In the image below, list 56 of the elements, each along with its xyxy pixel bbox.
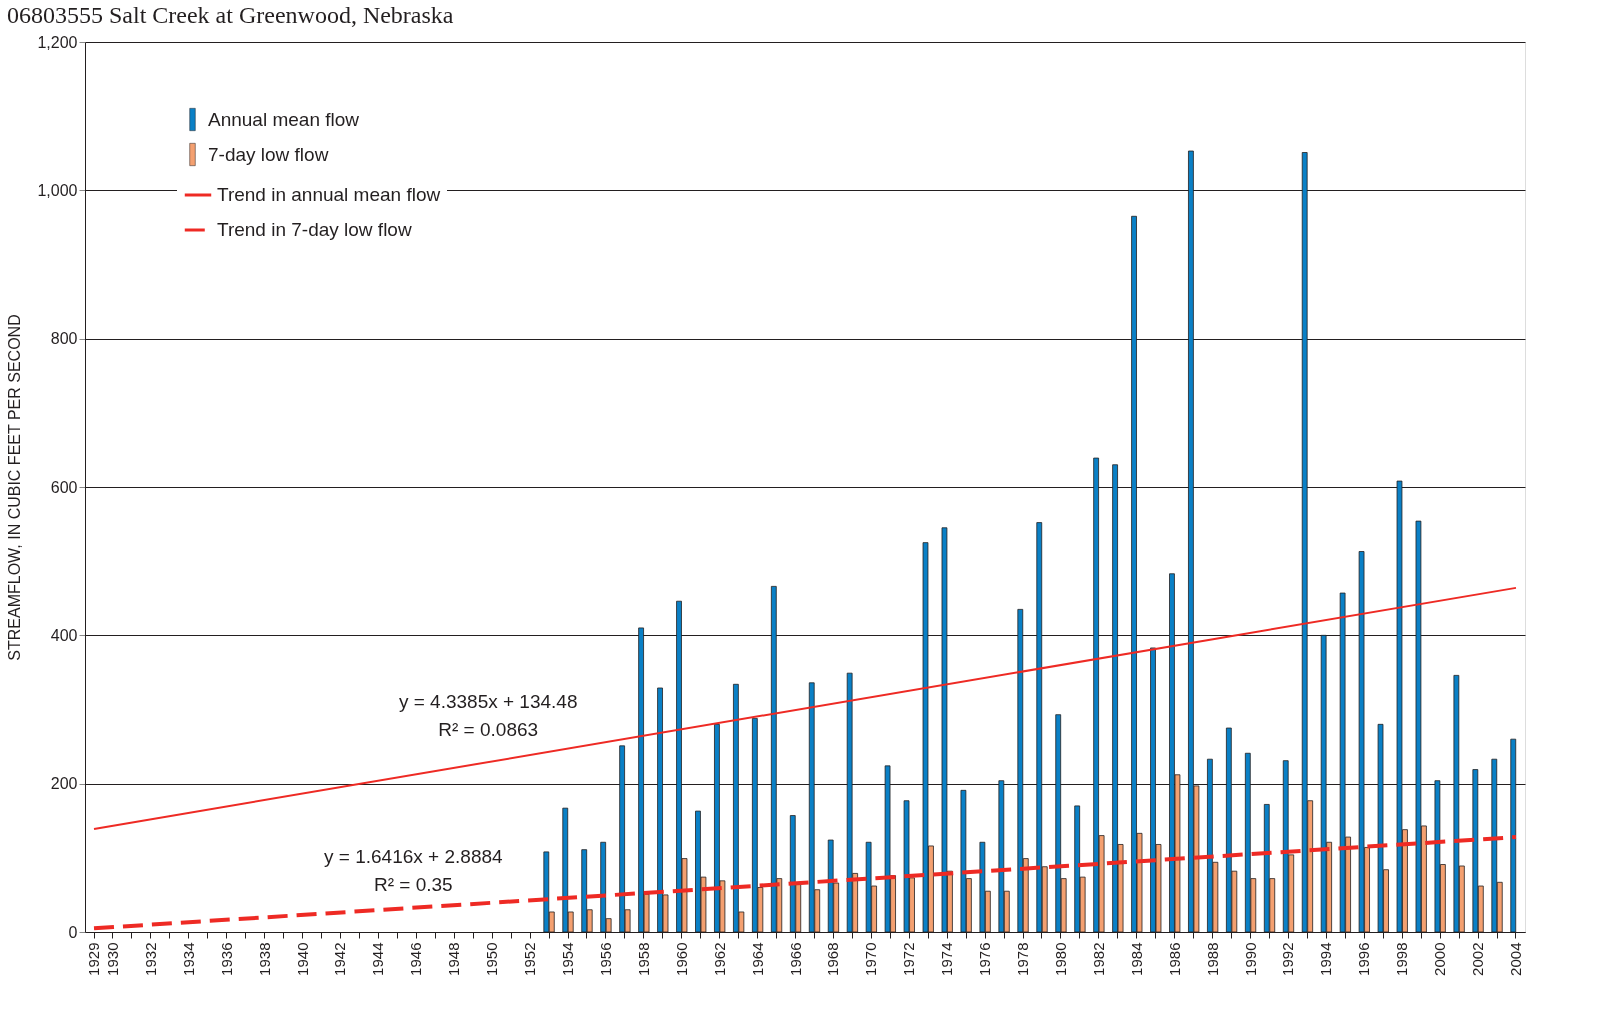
legend-label: Annual mean flow — [208, 108, 360, 130]
x-tick-label: 1970 — [862, 942, 880, 976]
x-tick-label: 1954 — [559, 942, 576, 976]
x-tick-label: 1972 — [900, 942, 918, 976]
y-tick-label: 1,200 — [37, 33, 78, 51]
x-tick-label: 1946 — [407, 942, 425, 976]
x-tick-label: 1936 — [217, 942, 235, 976]
x-tick-label: 1988 — [1203, 942, 1221, 976]
x-tick-label: 1980 — [1051, 942, 1069, 976]
x-tick-label: 1950 — [483, 942, 501, 976]
legend-label: Trend in 7-day low flow — [217, 219, 412, 240]
y-tick-label: 600 — [50, 478, 78, 496]
x-tick-label: 1932 — [141, 942, 159, 976]
x-tick-label: 1974 — [938, 942, 956, 976]
x-tick-label: 1986 — [1165, 942, 1183, 976]
annotation: y = 1.6416x + 2.8884 — [324, 846, 504, 868]
x-tick-label: 1948 — [445, 942, 463, 976]
y-tick-label: 400 — [50, 626, 78, 644]
x-tick-label: 1998 — [1393, 942, 1411, 976]
x-tick-label: 1982 — [1089, 942, 1107, 976]
x-tick-label: 1960 — [672, 942, 690, 976]
y-tick-label: 1,000 — [37, 181, 78, 199]
annotation: R² = 0.35 — [373, 873, 453, 895]
y-tick-label: 200 — [50, 775, 78, 793]
x-tick-label: 1962 — [710, 942, 728, 976]
x-tick-label: 1978 — [1014, 942, 1032, 976]
x-tick-label: 1958 — [634, 942, 652, 976]
x-tick-label: 1964 — [748, 942, 766, 976]
x-tick-label: 1968 — [824, 942, 842, 976]
x-tick-label: 2004 — [1506, 942, 1524, 976]
legend-label: Trend in annual mean flow — [217, 184, 441, 205]
x-tick-label: 1940 — [293, 942, 311, 976]
y-tick-label: 0 — [68, 923, 78, 941]
x-tick-label: 1994 — [1317, 942, 1335, 976]
x-tick-label: 1929 — [85, 942, 103, 976]
x-tick-label: 1952 — [521, 942, 539, 976]
x-tick-label: 1996 — [1355, 942, 1373, 976]
x-tick-label: 1930 — [103, 942, 121, 976]
x-tick-label: 2002 — [1469, 942, 1487, 976]
x-tick-label: 1944 — [369, 942, 387, 976]
annotation: R² = 0.0863 — [438, 718, 539, 740]
x-tick-label: 1956 — [596, 942, 614, 976]
legend-label: 7-day low flow — [208, 143, 329, 165]
x-tick-label: 2000 — [1431, 942, 1449, 976]
x-tick-label: 1942 — [331, 942, 349, 976]
y-tick-label: 800 — [50, 330, 78, 348]
chart-title: 06803555 Salt Creek at Greenwood, Nebraska — [6, 2, 454, 28]
x-tick-label: 1938 — [255, 942, 273, 976]
x-tick-label: 1976 — [976, 942, 994, 976]
annotation: y = 4.3385x + 134.48 — [398, 691, 578, 713]
x-tick-label: 1992 — [1279, 942, 1297, 976]
x-tick-label: 1966 — [786, 942, 804, 976]
x-tick-label: 1990 — [1241, 942, 1259, 976]
x-tick-label: 1934 — [179, 942, 197, 976]
x-tick-label: 1984 — [1127, 942, 1145, 976]
y-axis-title: STREAMFLOW, IN CUBIC FEET PER SECOND — [6, 314, 24, 661]
